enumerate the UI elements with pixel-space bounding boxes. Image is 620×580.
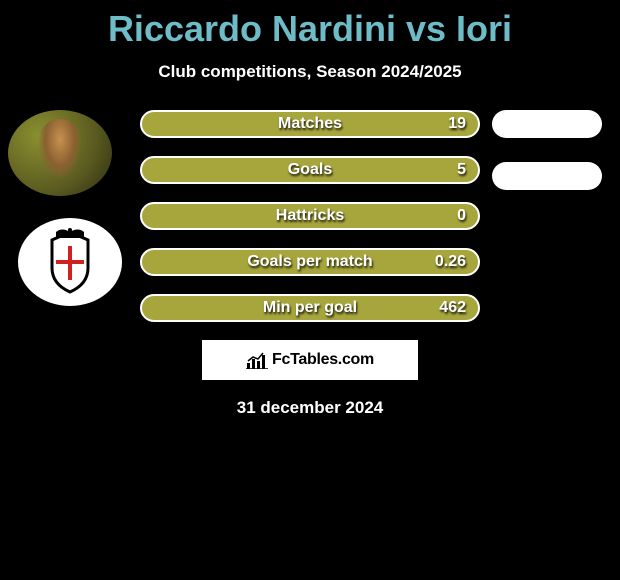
- stat-bar-matches: Matches 19: [140, 110, 480, 138]
- stat-bars: Matches 19 Goals 5 Hattricks 0 Goals per…: [140, 110, 480, 322]
- stat-value: 0: [457, 207, 466, 225]
- date-label: 31 december 2024: [0, 398, 620, 418]
- content-area: Matches 19 Goals 5 Hattricks 0 Goals per…: [0, 110, 620, 322]
- club-avatar: [18, 218, 122, 306]
- stat-value: 5: [457, 161, 466, 179]
- brand-chart-icon: [246, 351, 268, 369]
- stat-label: Goals per match: [247, 253, 372, 271]
- stat-label: Hattricks: [276, 207, 344, 225]
- stat-bar-min-per-goal: Min per goal 462: [140, 294, 480, 322]
- comparison-pills: [492, 110, 602, 214]
- stat-label: Goals: [288, 161, 332, 179]
- comparison-pill: [492, 162, 602, 190]
- brand-box: FcTables.com: [202, 340, 418, 380]
- stat-label: Min per goal: [263, 299, 357, 317]
- stat-label: Matches: [278, 115, 342, 133]
- comparison-pill: [492, 110, 602, 138]
- stat-value: 19: [448, 115, 466, 133]
- stat-bar-hattricks: Hattricks 0: [140, 202, 480, 230]
- club-logo-icon: [42, 228, 98, 296]
- brand-text: FcTables.com: [272, 351, 374, 369]
- player-avatar: [8, 110, 112, 196]
- stat-value: 462: [439, 299, 466, 317]
- stat-value: 0.26: [435, 253, 466, 271]
- subtitle: Club competitions, Season 2024/2025: [0, 62, 620, 82]
- stat-bar-goals: Goals 5: [140, 156, 480, 184]
- stat-bar-goals-per-match: Goals per match 0.26: [140, 248, 480, 276]
- page-title: Riccardo Nardini vs Iori: [0, 0, 620, 50]
